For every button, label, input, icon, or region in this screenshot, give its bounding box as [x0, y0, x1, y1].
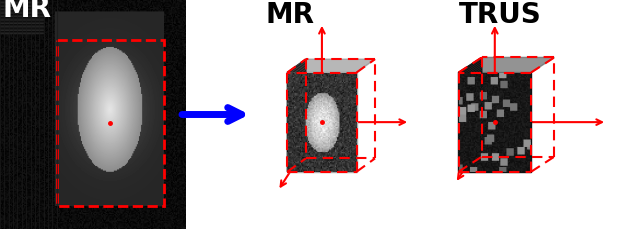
Bar — [57, 40, 164, 206]
Polygon shape — [287, 59, 375, 73]
Text: MR: MR — [265, 1, 314, 29]
Polygon shape — [458, 57, 482, 172]
Text: MR: MR — [2, 0, 51, 23]
Polygon shape — [458, 73, 531, 172]
Polygon shape — [458, 57, 554, 73]
Polygon shape — [287, 59, 306, 172]
Text: TRUS: TRUS — [458, 1, 541, 29]
Polygon shape — [287, 73, 356, 172]
